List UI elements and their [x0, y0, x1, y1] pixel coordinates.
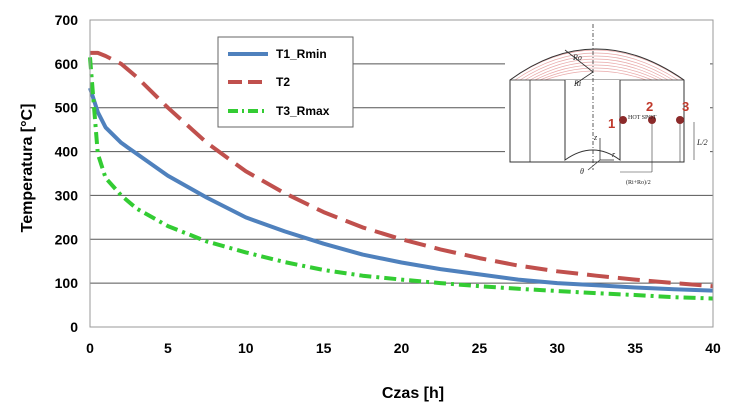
y-tick-label-300: 300	[55, 187, 79, 203]
x-tick-label-25: 25	[472, 340, 488, 356]
inset-label-ro: Ro	[572, 53, 582, 62]
inset-theta-axis	[587, 159, 601, 171]
series-line-t3-rmax	[88, 57, 714, 301]
inset-diagram: Ro Ri z r θ 1 2 3 HOT SPOT L/2 (Ri+Ro)/2	[505, 22, 710, 190]
inset-label-dim: (Ri+Ro)/2	[626, 179, 651, 186]
series-lines	[88, 50, 714, 301]
y-tick-label-0: 0	[70, 319, 78, 335]
x-tick-label-40: 40	[705, 340, 721, 356]
inset-label-r: r	[612, 150, 616, 159]
plot-frame	[89, 19, 714, 328]
legend-label-t2: T2	[276, 75, 290, 89]
inset-label-theta: θ	[580, 167, 584, 176]
inset-ri-arrow	[574, 71, 594, 85]
x-tick-label-30: 30	[549, 340, 565, 356]
inset-hot-spot-label: HOT SPOT	[628, 115, 657, 121]
x-tick-label-35: 35	[627, 340, 643, 356]
x-tick-label-0: 0	[86, 340, 94, 356]
series-line-t1-rmin	[88, 87, 714, 293]
inset-label-ri: Ri	[573, 79, 581, 88]
x-tick-label-15: 15	[316, 340, 332, 356]
legend-label-t3: T3_Rmax	[276, 104, 330, 118]
y-tick-label-600: 600	[55, 56, 79, 72]
inset-point-3-label: 3	[682, 99, 689, 114]
y-tick-label-200: 200	[55, 231, 79, 247]
x-tick-label-5: 5	[164, 340, 172, 356]
y-tick-label-100: 100	[55, 275, 79, 291]
inset-point-2-marker	[648, 116, 656, 124]
legend-label-t1: T1_Rmin	[276, 47, 327, 61]
y-tick-label-700: 700	[55, 12, 79, 28]
inset-label-z: z	[593, 133, 598, 142]
series-line-t2	[90, 50, 714, 289]
x-axis-title: Czas [h]	[382, 385, 444, 402]
tick-labels: 0 100 200 300 400 500 600 700 0 5 10 15 20 25 30 35 40	[55, 12, 721, 356]
inset-point-2-label: 2	[646, 99, 653, 114]
y-tick-label-400: 400	[55, 144, 79, 160]
y-axis-title: Temperatura [°C]	[19, 104, 36, 233]
x-tick-label-10: 10	[238, 340, 254, 356]
inset-point-1-label: 1	[608, 116, 615, 131]
legend: T1_Rmin T2 T3_Rmax	[217, 36, 354, 128]
inset-point-1-marker	[619, 116, 627, 124]
inset-label-l2: L/2	[696, 138, 708, 147]
inset-point-3-marker	[676, 116, 684, 124]
inset-ro-arrow	[564, 49, 594, 73]
x-tick-label-20: 20	[394, 340, 410, 356]
y-tick-label-500: 500	[55, 100, 79, 116]
